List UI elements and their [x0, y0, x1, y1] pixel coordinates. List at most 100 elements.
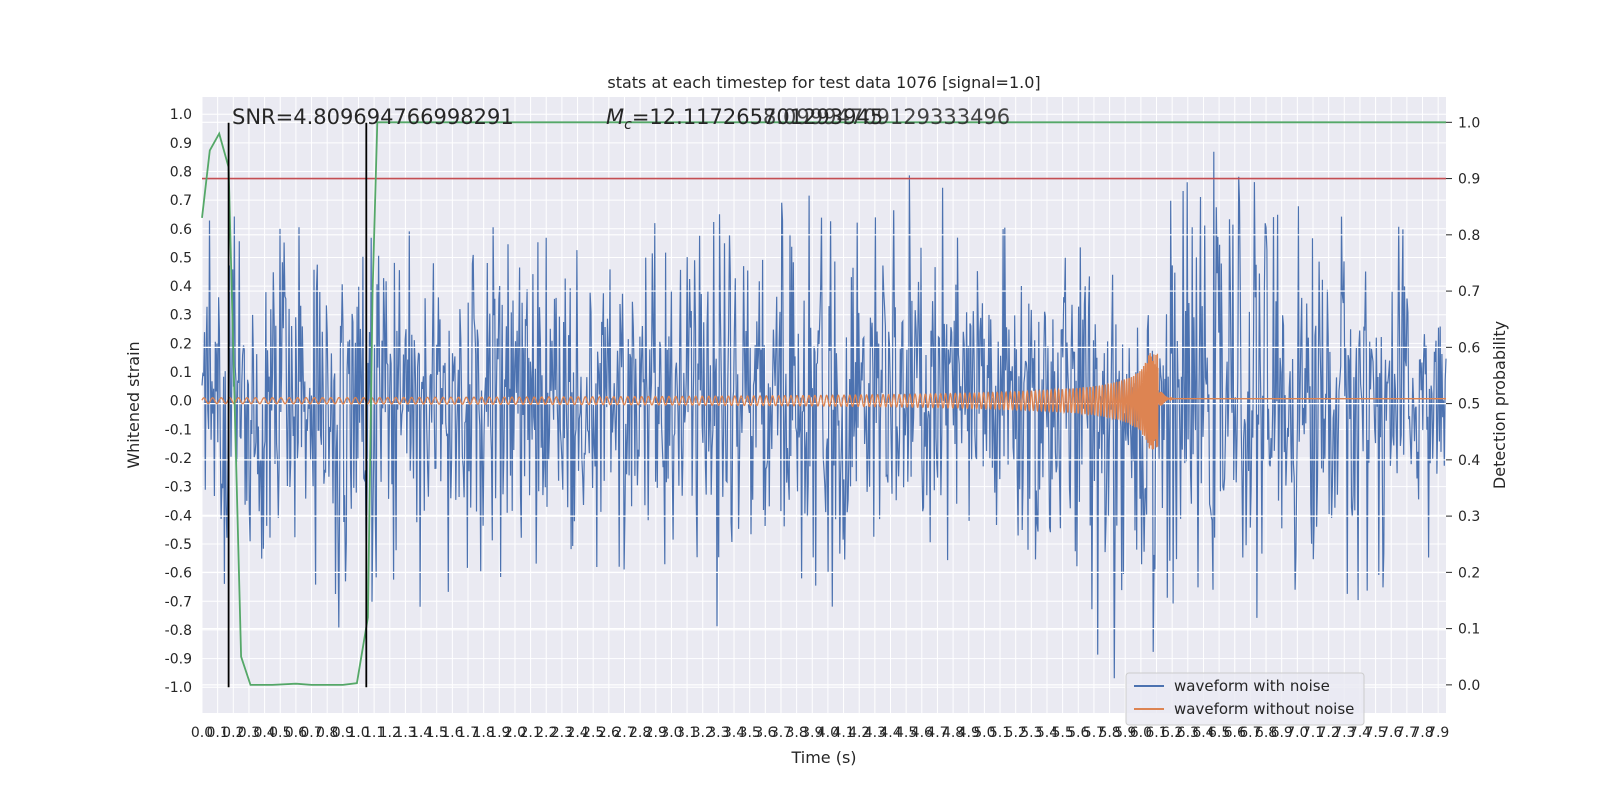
axes: 0.00.10.20.30.40.50.60.70.80.91.01.11.21…: [165, 107, 1481, 741]
x-tick-label: 6.6: [1224, 725, 1246, 741]
x-tick-label: 3.7: [770, 725, 792, 741]
x-tick-label: 4.9: [958, 725, 980, 741]
y2-tick-label: 0.2: [1458, 565, 1480, 581]
x-tick-label: 4.8: [942, 725, 964, 741]
x-tick-label: 7.3: [1333, 725, 1355, 741]
x-tick-label: 4.7: [926, 725, 948, 741]
x-tick-label: 4.6: [911, 725, 933, 741]
y-tick-label: 1.0: [170, 107, 192, 123]
y2-tick-label: 0.6: [1458, 340, 1480, 356]
y-tick-label: 0.8: [170, 164, 192, 180]
x-tick-label: 6.0: [1130, 725, 1152, 741]
chart-title: stats at each timestep for test data 107…: [607, 73, 1040, 92]
x-tick-label: 5.1: [989, 725, 1011, 741]
x-tick-label: 6.5: [1208, 725, 1230, 741]
y-tick-label: 0.4: [170, 279, 192, 295]
x-tick-label: 2.5: [582, 725, 604, 741]
x-tick-label: 2.9: [645, 725, 667, 741]
x-tick-label: 6.7: [1239, 725, 1261, 741]
x-tick-label: 0.8: [316, 725, 338, 741]
x-tick-label: 5.5: [1051, 725, 1073, 741]
x-tick-label: 6.2: [1161, 725, 1183, 741]
x-tick-label: 5.2: [1005, 725, 1027, 741]
x-tick-label: 3.3: [707, 725, 729, 741]
x-tick-label: 2.1: [519, 725, 541, 741]
x-tick-label: 7.7: [1396, 725, 1418, 741]
y2-tick-label: 0.8: [1458, 228, 1480, 244]
x-tick-label: 0.5: [269, 725, 291, 741]
x-tick-label: 0.1: [207, 725, 229, 741]
x-tick-label: 4.0: [817, 725, 839, 741]
x-tick-label: 5.8: [1098, 725, 1120, 741]
plot-area: [201, 121, 1447, 688]
x-tick-label: 2.8: [629, 725, 651, 741]
x-tick-label: 2.6: [598, 725, 620, 741]
legend-box: [1125, 672, 1365, 726]
x-tick-label: 3.9: [801, 725, 823, 741]
legend: waveform with noise waveform without noi…: [1125, 672, 1365, 726]
y-tick-label: 0.5: [170, 250, 192, 266]
y2-tick-label: 0.5: [1458, 397, 1480, 413]
x-tick-label: 6.3: [1177, 725, 1199, 741]
x-tick-label: 3.2: [692, 725, 714, 741]
x-tick-label: 7.2: [1318, 725, 1340, 741]
mc-annotation: Mc=12.117265701293945: [606, 105, 883, 133]
y-tick-label: -0.3: [165, 480, 192, 496]
y2-axis-label: Detection probability: [1490, 321, 1509, 489]
x-tick-label: 3.5: [739, 725, 761, 741]
x-axis-label: Time (s): [790, 748, 856, 767]
y-tick-label: 0.9: [170, 136, 192, 152]
x-tick-label: 4.2: [848, 725, 870, 741]
y-tick-label: -0.8: [165, 623, 192, 639]
x-tick-label: 1.0: [347, 725, 369, 741]
x-tick-label: 0.3: [238, 725, 260, 741]
x-tick-label: 3.4: [723, 725, 745, 741]
x-tick-label: 5.6: [1067, 725, 1089, 741]
y2-tick-label: 0.1: [1458, 622, 1480, 638]
x-tick-label: 4.4: [879, 725, 901, 741]
y-tick-label: -1.0: [165, 680, 192, 696]
x-tick-label: 5.9: [1114, 725, 1136, 741]
x-tick-label: 1.2: [379, 725, 401, 741]
y2-tick-label: 0.3: [1458, 509, 1480, 525]
x-tick-label: 7.6: [1380, 725, 1402, 741]
y-tick-label: -0.9: [165, 652, 192, 668]
x-tick-label: 2.3: [551, 725, 573, 741]
y2-tick-label: 0.9: [1458, 172, 1480, 188]
legend-label-clean: waveform without noise: [1174, 700, 1354, 718]
series-waveform-without-noise: [201, 353, 1446, 450]
x-tick-label: 7.5: [1364, 725, 1386, 741]
y-tick-label: 0.0: [170, 394, 192, 410]
mc-overlap-annotation: 8.09994709129333496: [763, 105, 1010, 129]
x-tick-label: 6.4: [1192, 725, 1214, 741]
y-tick-label: -0.5: [165, 537, 192, 553]
y-tick-label: 0.3: [170, 308, 192, 324]
x-tick-label: 1.3: [394, 725, 416, 741]
x-tick-label: 6.1: [1145, 725, 1167, 741]
x-tick-label: 5.0: [973, 725, 995, 741]
x-tick-label: 1.9: [488, 725, 510, 741]
series-detection-probability: [201, 121, 1446, 686]
x-tick-label: 1.1: [363, 725, 385, 741]
x-tick-label: 1.6: [441, 725, 463, 741]
x-tick-label: 0.7: [300, 725, 322, 741]
y-tick-label: 0.7: [170, 193, 192, 209]
x-tick-label: 7.4: [1349, 725, 1371, 741]
x-tick-label: 3.8: [785, 725, 807, 741]
legend-label-noise: waveform with noise: [1174, 677, 1330, 695]
x-tick-label: 0.2: [222, 725, 244, 741]
mc-value: =12.117265701293945: [632, 105, 883, 129]
y-tick-label: 0.2: [170, 336, 192, 352]
x-tick-label: 2.0: [504, 725, 526, 741]
x-tick-label: 5.7: [1083, 725, 1105, 741]
x-tick-label: 3.0: [660, 725, 682, 741]
snr-annotation: SNR=4.809694766998291: [232, 105, 514, 129]
y2-tick-label: 0.0: [1458, 678, 1480, 694]
x-tick-label: 0.0: [191, 725, 213, 741]
y-tick-label: -0.4: [165, 508, 192, 524]
x-tick-label: 5.3: [1020, 725, 1042, 741]
y2-tick-label: 1.0: [1458, 115, 1480, 131]
x-tick-label: 7.1: [1302, 725, 1324, 741]
y-tick-label: -0.1: [165, 422, 192, 438]
